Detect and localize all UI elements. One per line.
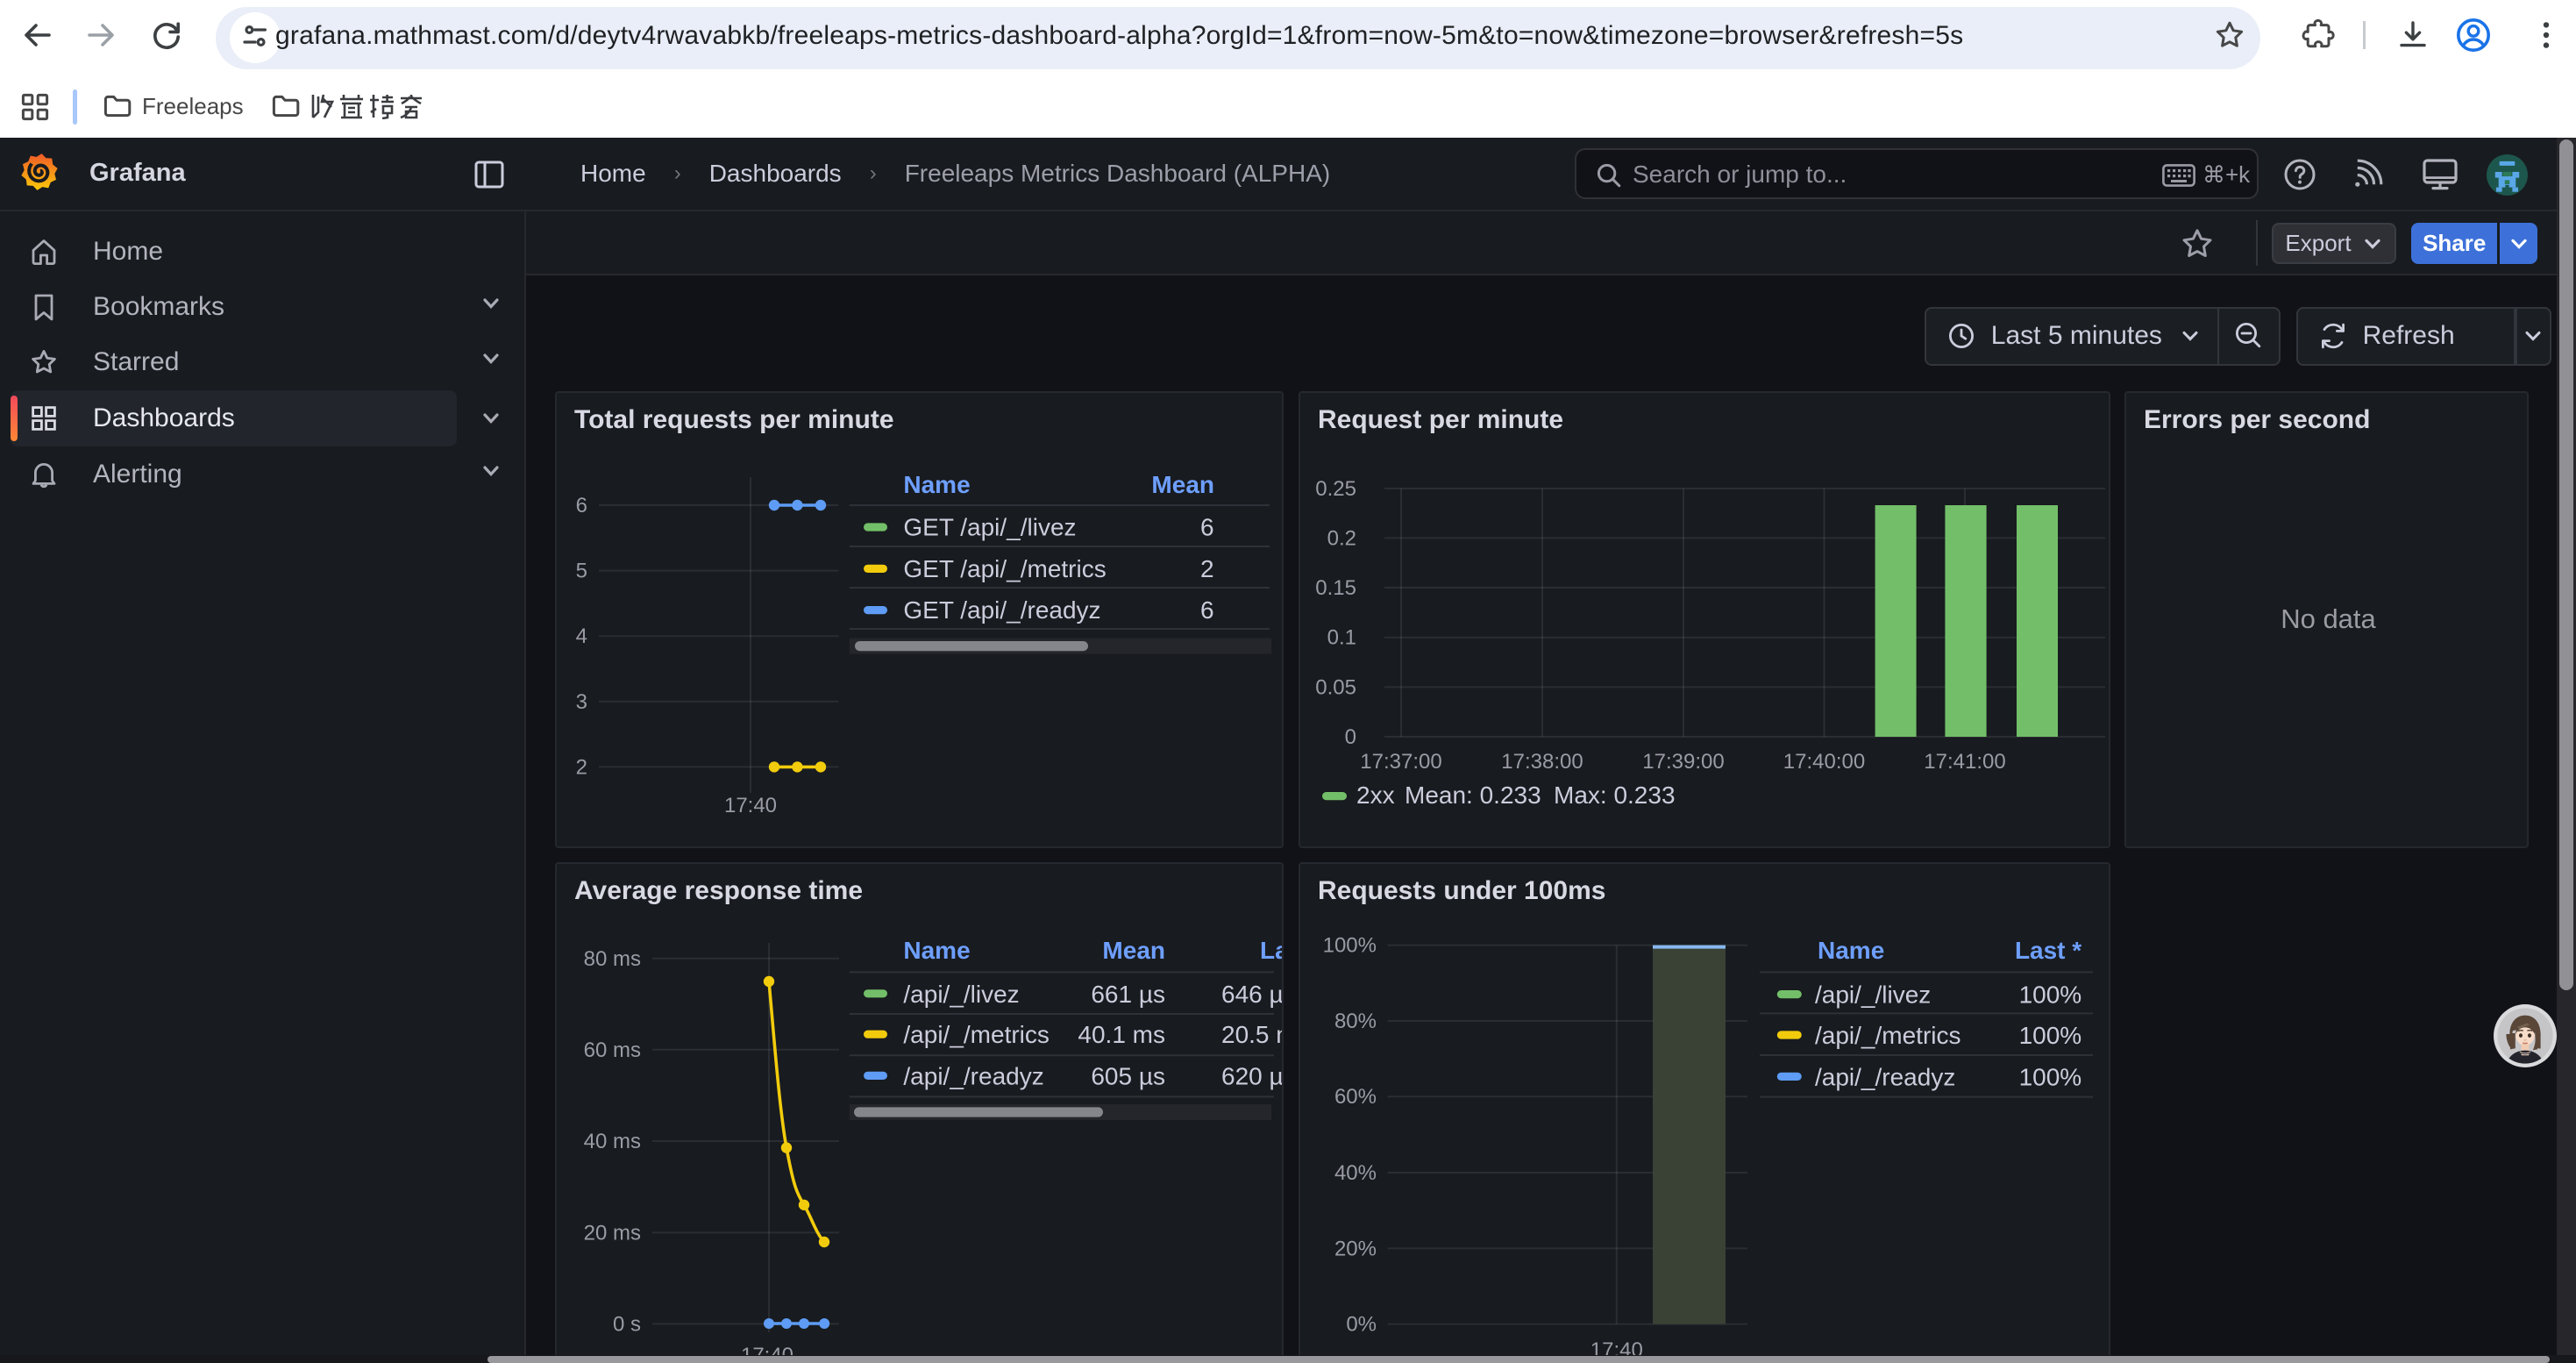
svg-text:5: 5	[576, 560, 587, 583]
svg-text:17:39:00: 17:39:00	[1642, 750, 1724, 774]
svg-text:GET /api/_/livez: GET /api/_/livez	[903, 513, 1076, 540]
svg-text:Mean: Mean	[1151, 471, 1214, 498]
svg-text:0.15: 0.15	[1315, 576, 1356, 600]
svg-text:Name: Name	[903, 937, 970, 964]
svg-text:Last *: Last *	[1260, 937, 1284, 964]
svg-text:620 µs: 620 µs	[1221, 1062, 1284, 1089]
svg-text:60 ms: 60 ms	[584, 1038, 641, 1062]
svg-text:0.05: 0.05	[1315, 675, 1356, 699]
svg-text:2: 2	[1200, 555, 1214, 582]
svg-text:80%: 80%	[1334, 1010, 1377, 1033]
svg-text:40%: 40%	[1334, 1161, 1377, 1185]
svg-text:100%: 100%	[2019, 981, 2082, 1009]
svg-text:Mean: Mean	[1102, 937, 1165, 964]
svg-text:6: 6	[1200, 513, 1214, 540]
svg-text:2: 2	[576, 755, 587, 779]
svg-text:40.1 ms: 40.1 ms	[1078, 1021, 1165, 1048]
svg-text:3: 3	[576, 690, 587, 714]
svg-text:Last *: Last *	[2015, 937, 2081, 964]
svg-text:0.25: 0.25	[1315, 477, 1356, 501]
svg-text:0%: 0%	[1346, 1313, 1377, 1337]
svg-text:/api/_/metrics: /api/_/metrics	[1815, 1022, 1961, 1049]
svg-text:17:38:00: 17:38:00	[1501, 750, 1583, 774]
svg-text:GET /api/_/metrics: GET /api/_/metrics	[903, 555, 1106, 582]
svg-text:661 µs: 661 µs	[1091, 981, 1165, 1008]
svg-text:646 µs: 646 µs	[1221, 981, 1284, 1008]
svg-text:GET /api/_/readyz: GET /api/_/readyz	[903, 596, 1100, 624]
svg-text:605 µs: 605 µs	[1091, 1062, 1165, 1089]
svg-text:17:41:00: 17:41:00	[1924, 750, 2005, 774]
svg-text:20 ms: 20 ms	[584, 1221, 641, 1245]
svg-text:80 ms: 80 ms	[584, 947, 641, 971]
svg-text:0.2: 0.2	[1327, 526, 1356, 550]
svg-text:Max: 0.233: Max: 0.233	[1554, 781, 1676, 809]
svg-text:4: 4	[576, 624, 587, 648]
svg-text:60%: 60%	[1334, 1085, 1377, 1109]
svg-text:40 ms: 40 ms	[584, 1130, 641, 1153]
svg-text:2xx: 2xx	[1356, 781, 1395, 809]
svg-text:17:40: 17:40	[724, 794, 777, 817]
svg-text:6: 6	[576, 494, 587, 517]
svg-text:20.5 ms: 20.5 ms	[1221, 1021, 1284, 1048]
svg-text:Name: Name	[903, 471, 970, 498]
svg-text:20%: 20%	[1334, 1237, 1377, 1260]
svg-text:17:37:00: 17:37:00	[1360, 750, 1441, 774]
svg-text:Mean: 0.233: Mean: 0.233	[1405, 781, 1541, 809]
svg-text:100%: 100%	[2019, 1063, 2082, 1090]
svg-text:100%: 100%	[1323, 934, 1377, 958]
svg-text:0: 0	[1345, 725, 1356, 749]
svg-text:17:40:00: 17:40:00	[1783, 750, 1865, 774]
svg-text:/api/_/livez: /api/_/livez	[903, 981, 1019, 1008]
svg-text:/api/_/readyz: /api/_/readyz	[903, 1062, 1043, 1089]
svg-text:100%: 100%	[2019, 1022, 2082, 1049]
svg-text:Name: Name	[1818, 937, 1884, 964]
svg-text:0 s: 0 s	[613, 1312, 641, 1336]
svg-text:6: 6	[1200, 596, 1214, 624]
svg-text:0.1: 0.1	[1327, 626, 1356, 650]
svg-text:/api/_/readyz: /api/_/readyz	[1815, 1063, 1955, 1090]
svg-text:/api/_/metrics: /api/_/metrics	[903, 1021, 1050, 1048]
svg-text:/api/_/livez: /api/_/livez	[1815, 981, 1931, 1009]
